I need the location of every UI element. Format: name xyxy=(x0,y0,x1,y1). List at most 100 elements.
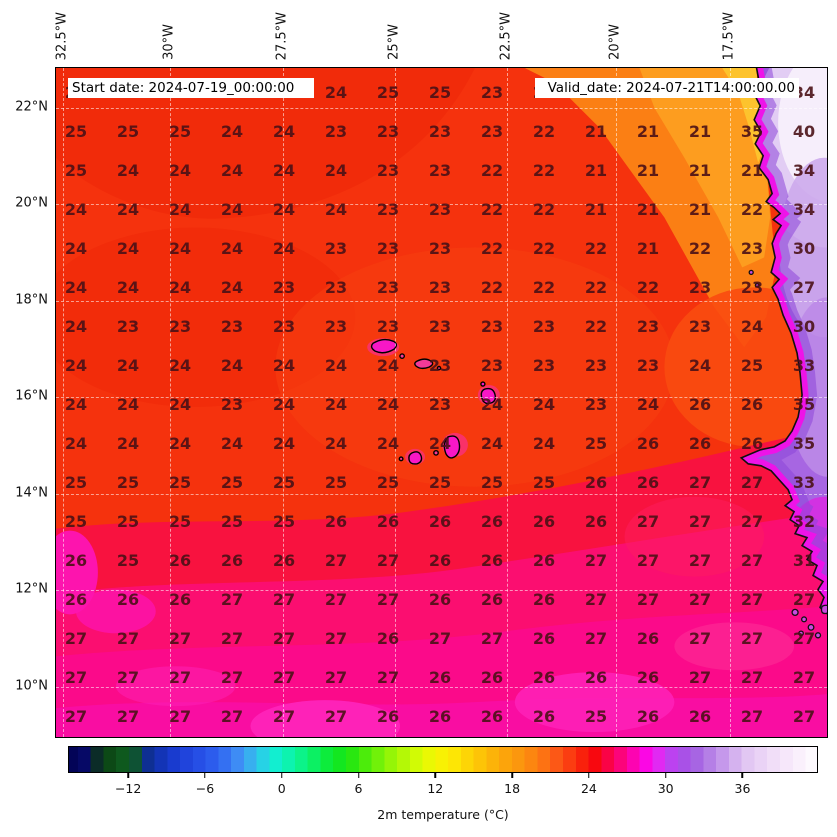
temp-value: 26 xyxy=(480,707,504,726)
temp-value: 26 xyxy=(480,668,504,687)
temp-value: 24 xyxy=(168,356,192,375)
temp-value: 23 xyxy=(428,239,452,258)
temp-value: 32 xyxy=(792,512,816,531)
temp-value: 22 xyxy=(688,239,712,258)
lat-tick-label: 12°N xyxy=(15,581,48,597)
temp-value: 23 xyxy=(636,356,660,375)
temp-value: 25 xyxy=(272,512,296,531)
temp-value: 23 xyxy=(740,278,764,297)
temp-value: 24 xyxy=(116,434,140,453)
temp-value: 26 xyxy=(428,668,452,687)
temp-value: 27 xyxy=(324,707,348,726)
temp-value: 27 xyxy=(272,668,296,687)
grid-line-horizontal xyxy=(56,301,827,302)
temp-value: 24 xyxy=(116,239,140,258)
lat-tick-label: 20°N xyxy=(15,195,48,211)
temp-value: 26 xyxy=(220,551,244,570)
temp-value: 27 xyxy=(792,629,816,648)
temp-value: 26 xyxy=(168,590,192,609)
temp-value: 24 xyxy=(64,356,88,375)
grid-line-vertical xyxy=(616,68,617,737)
temp-value: 34 xyxy=(792,161,816,180)
temp-value: 27 xyxy=(688,512,712,531)
temp-value: 27 xyxy=(376,590,400,609)
lon-tick-label: 25°W xyxy=(384,0,404,62)
grid-line-horizontal xyxy=(56,687,827,688)
temp-value: 35 xyxy=(740,122,764,141)
temp-value: 27 xyxy=(220,629,244,648)
temp-value: 24 xyxy=(324,161,348,180)
temp-value: 27 xyxy=(220,707,244,726)
temp-value: 23 xyxy=(428,356,452,375)
temp-value: 24 xyxy=(376,356,400,375)
temp-value: 23 xyxy=(428,161,452,180)
colorbar-tick-label: −6 xyxy=(195,781,215,796)
temp-value: 24 xyxy=(324,434,348,453)
temp-value: 21 xyxy=(636,161,660,180)
temp-value: 23 xyxy=(480,317,504,336)
temp-value: 27 xyxy=(324,629,348,648)
temp-value: 26 xyxy=(168,551,192,570)
temp-value: 23 xyxy=(428,122,452,141)
temp-value: 24 xyxy=(272,122,296,141)
lat-tick-label: 14°N xyxy=(15,485,48,501)
colorbar-title: 2m temperature (°C) xyxy=(377,807,509,822)
lat-tick-label: 18°N xyxy=(15,292,48,308)
temp-value: 24 xyxy=(428,434,452,453)
temp-value: 23 xyxy=(532,356,556,375)
temp-value: 24 xyxy=(324,356,348,375)
temp-value: 35 xyxy=(792,434,816,453)
temp-value: 26 xyxy=(688,434,712,453)
temp-value: 24 xyxy=(168,434,192,453)
lon-tick-text: 27.5°W xyxy=(274,11,290,60)
temp-value: 25 xyxy=(272,473,296,492)
temp-value: 27 xyxy=(168,668,192,687)
temp-value: 26 xyxy=(428,551,452,570)
temp-value: 24 xyxy=(272,161,296,180)
temp-value: 24 xyxy=(220,434,244,453)
temp-value: 23 xyxy=(480,356,504,375)
temp-value: 23 xyxy=(532,317,556,336)
temp-value: 23 xyxy=(220,395,244,414)
temp-value: 21 xyxy=(584,161,608,180)
temperature-map: 2525252524242525232222212120342525252424… xyxy=(55,67,828,738)
colorbar-tick xyxy=(357,773,360,778)
temp-value: 24 xyxy=(64,434,88,453)
temp-value: 25 xyxy=(64,512,88,531)
temp-value: 26 xyxy=(740,434,764,453)
temp-value: 25 xyxy=(116,551,140,570)
temp-value: 21 xyxy=(636,200,660,219)
temp-value: 21 xyxy=(636,122,660,141)
temp-value: 27 xyxy=(64,707,88,726)
colorbar-tick-label: 24 xyxy=(580,781,597,796)
temp-value: 23 xyxy=(376,122,400,141)
temp-value: 27 xyxy=(740,512,764,531)
temp-value: 24 xyxy=(220,161,244,180)
temp-value: 23 xyxy=(324,278,348,297)
colorbar-tick-label: 0 xyxy=(277,781,286,796)
temp-value: 25 xyxy=(376,473,400,492)
lon-tick-text: 22.5°W xyxy=(498,11,514,60)
temp-value: 26 xyxy=(376,512,400,531)
temp-value: 25 xyxy=(428,473,452,492)
temp-value: 24 xyxy=(168,239,192,258)
temp-value: 27 xyxy=(740,668,764,687)
temp-value: 26 xyxy=(376,707,400,726)
lon-tick-text: 17.5°W xyxy=(721,11,737,60)
temp-value: 22 xyxy=(532,200,556,219)
temp-value: 26 xyxy=(584,473,608,492)
colorbar-tick-label: 30 xyxy=(657,781,674,796)
temp-value: 26 xyxy=(532,590,556,609)
temp-value: 26 xyxy=(64,551,88,570)
temp-value: 27 xyxy=(792,668,816,687)
temp-value: 21 xyxy=(688,122,712,141)
colorbar-tick-label: 36 xyxy=(734,781,751,796)
temp-value: 24 xyxy=(324,200,348,219)
lon-tick-text: 32.5°W xyxy=(54,11,70,60)
grid-line-horizontal xyxy=(56,494,827,495)
temp-value: 24 xyxy=(168,278,192,297)
temp-value: 21 xyxy=(688,200,712,219)
temp-value: 23 xyxy=(480,83,504,102)
lat-tick-label: 10°N xyxy=(15,678,48,694)
